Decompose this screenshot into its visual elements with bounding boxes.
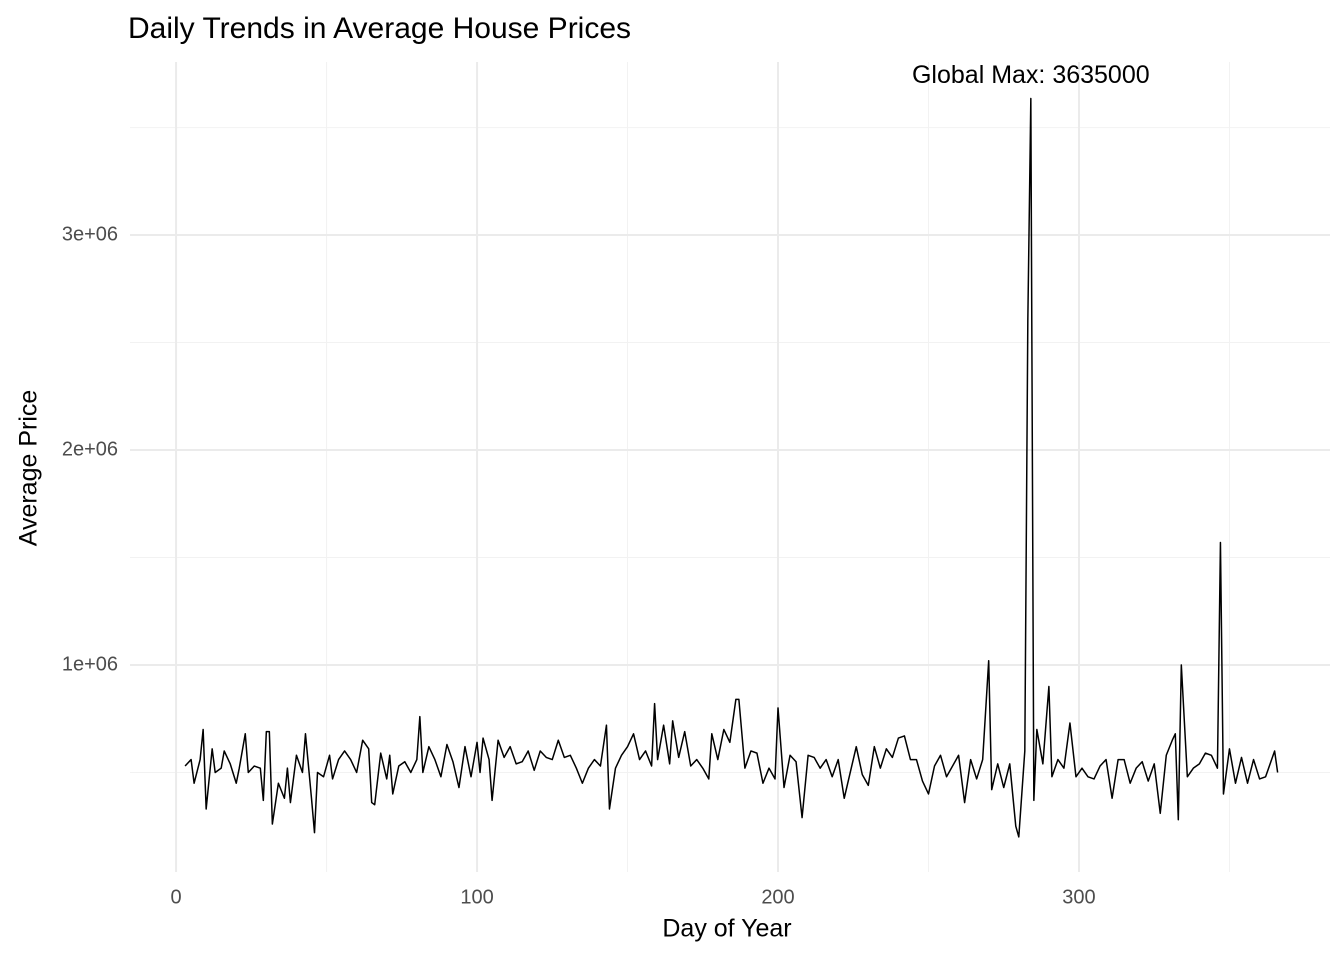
annotation: Global Max: 3635000 <box>912 61 1150 89</box>
x-tick-label: 0 <box>170 886 181 908</box>
x-tick-label: 200 <box>761 886 794 908</box>
x-axis-title: Day of Year <box>662 915 791 943</box>
y-tick-label: 1e+06 <box>62 653 118 675</box>
y-tick-label: 2e+06 <box>62 438 118 460</box>
chart-title: Daily Trends in Average House Prices <box>128 12 631 45</box>
y-tick-label: 3e+06 <box>62 223 118 245</box>
y-axis-title: Average Price <box>15 390 43 547</box>
x-tick-label: 100 <box>460 886 493 908</box>
data-line <box>184 97 1279 838</box>
x-tick-label: 300 <box>1062 886 1095 908</box>
